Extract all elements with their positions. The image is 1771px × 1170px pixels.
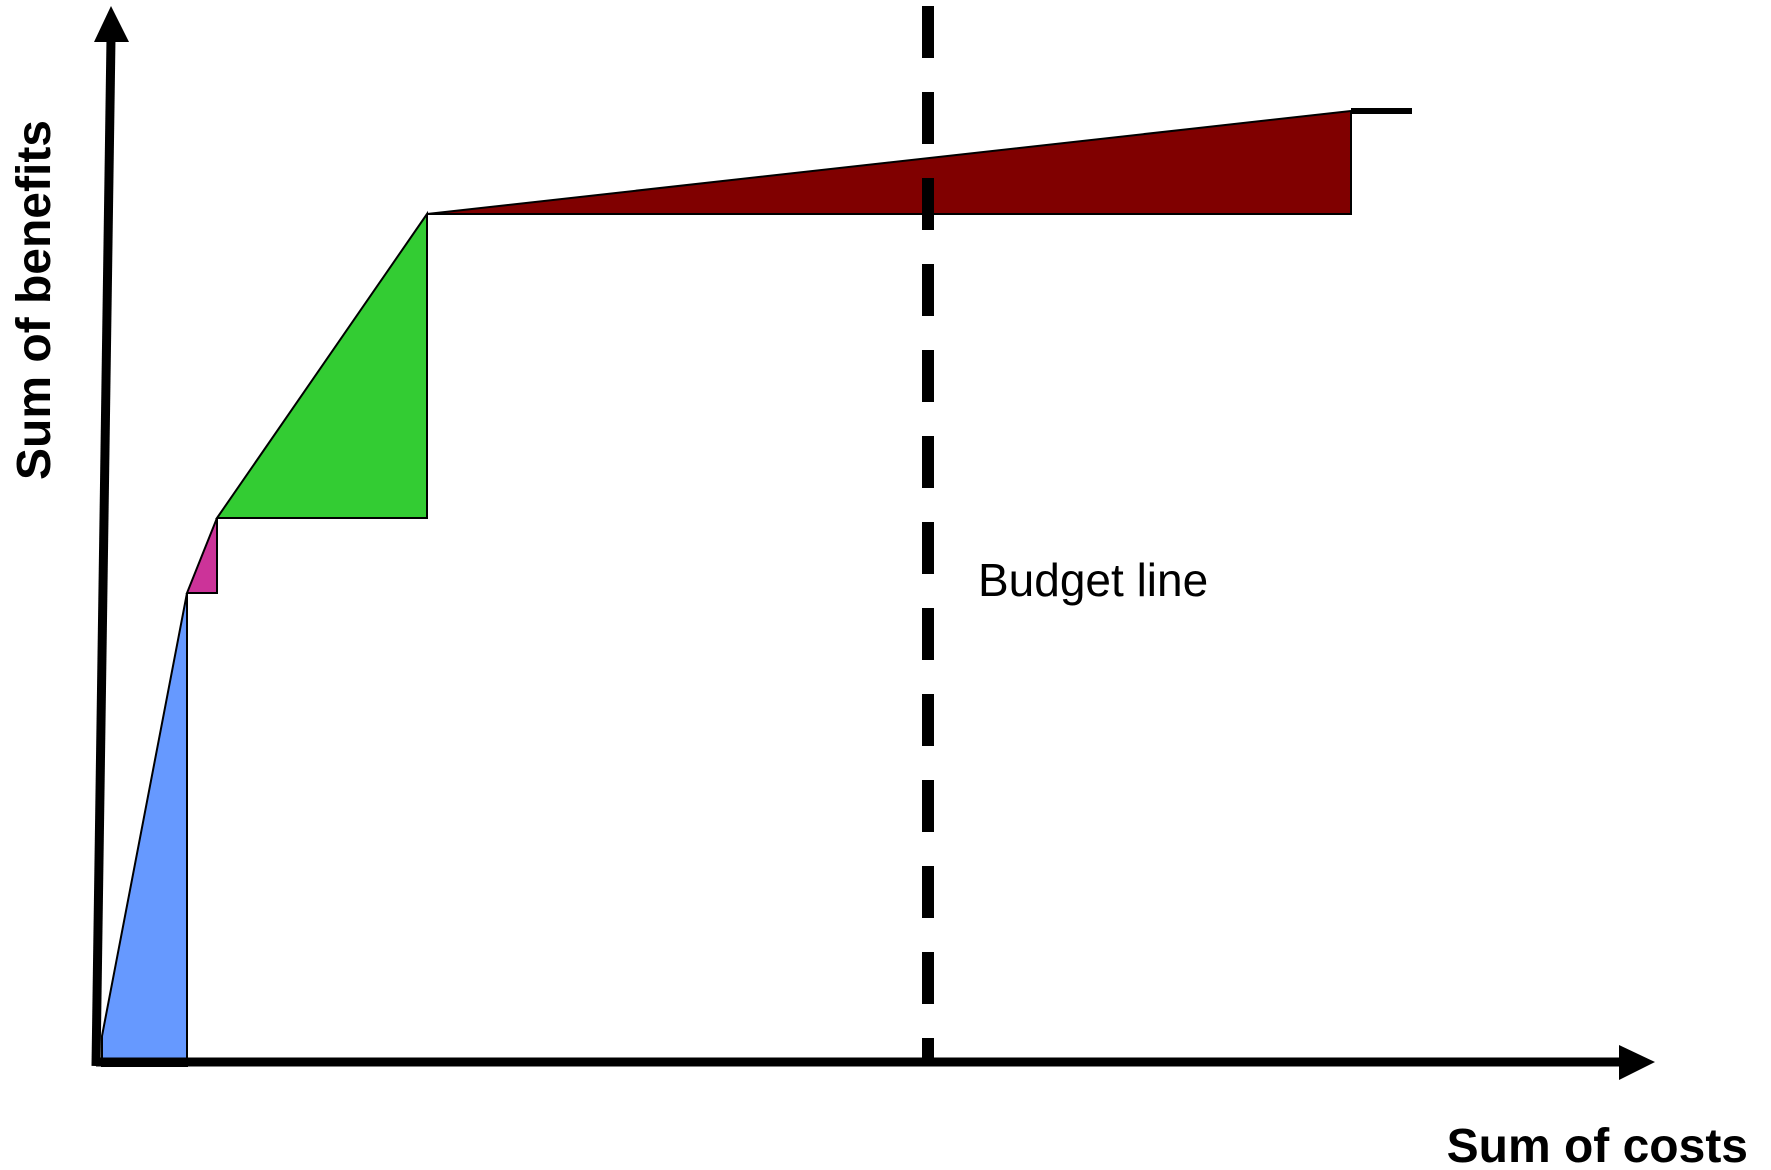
y-axis-title: Sum of benefits [8, 120, 61, 480]
y-axis [91, 37, 116, 1067]
segment-2-area [185, 517, 218, 594]
budget-line-label: Budget line [978, 554, 1208, 606]
x-axis-arrowhead [1619, 1045, 1655, 1080]
segment-3-area [215, 210, 428, 519]
x-axis-title: Sum of costs [1447, 1120, 1748, 1170]
y-axis-arrowhead [94, 6, 129, 42]
segment-1-area [101, 592, 188, 1067]
segment-4-area [426, 109, 1352, 215]
